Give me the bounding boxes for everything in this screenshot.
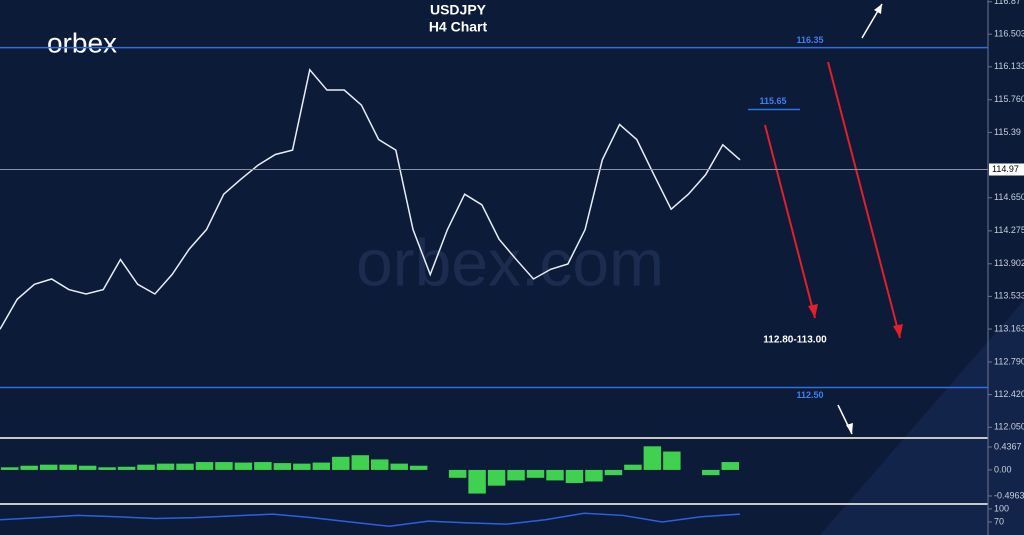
histogram-bar	[507, 469, 525, 481]
histogram-bar	[351, 455, 369, 470]
histogram-bar	[195, 462, 214, 470]
histogram-bar	[293, 463, 311, 470]
histogram-bar	[273, 463, 292, 470]
price-line	[0, 512, 741, 528]
histogram-bar	[117, 466, 136, 470]
arrowhead	[893, 324, 903, 338]
y-tick-label: 112.420	[994, 389, 1024, 399]
y-tick-label: 113.163	[994, 323, 1024, 333]
histogram-bar	[98, 467, 116, 470]
y-tick-label: 100	[994, 503, 1009, 513]
y-tick-label: 116.87	[994, 0, 1021, 6]
histogram-bar	[565, 469, 584, 484]
chart-title: USDJPY	[430, 2, 487, 18]
y-tick-label: 0.00	[994, 464, 1012, 474]
y-tick-label: 112.050	[994, 422, 1024, 432]
y-tick-label: 115.39	[994, 127, 1021, 137]
level-label: 115.65	[759, 96, 786, 106]
histogram-bar	[448, 469, 467, 478]
histogram-bar	[371, 459, 389, 470]
histogram-bar	[1, 467, 19, 470]
histogram-bar	[721, 462, 739, 470]
histogram-bar	[234, 462, 253, 470]
y-tick-label: 116.133	[994, 61, 1024, 71]
arrowhead	[808, 304, 818, 318]
histogram-bar	[643, 446, 662, 470]
histogram-bar	[176, 463, 194, 470]
histogram-bar	[487, 469, 506, 486]
arrowhead	[846, 423, 853, 434]
decor	[820, 300, 1024, 535]
histogram-bar	[215, 462, 233, 470]
level-label: 116.35	[796, 35, 823, 45]
watermark: orbex.com	[356, 225, 664, 299]
histogram-bar	[585, 469, 603, 482]
target-label: 112.80-113.00	[763, 335, 827, 346]
current-price-label: 114.97	[992, 164, 1019, 174]
histogram-bar	[526, 469, 545, 478]
histogram-bar	[390, 463, 408, 470]
histogram-bar	[546, 469, 564, 481]
chart-subtitle: H4 Chart	[429, 19, 488, 35]
arrowhead	[874, 4, 882, 14]
histogram-bar	[332, 456, 350, 470]
histogram-bar	[312, 462, 331, 470]
histogram-bar	[409, 465, 428, 470]
histogram-bar	[702, 469, 720, 476]
price-line	[0, 68, 741, 330]
histogram-bar	[39, 464, 58, 470]
y-tick-label: 114.650	[994, 192, 1024, 202]
y-tick-label: -0.4963	[994, 490, 1024, 500]
y-tick-label: 114.275	[994, 225, 1024, 235]
histogram-bar	[137, 464, 155, 470]
arrow	[827, 61, 901, 339]
arrow	[764, 124, 816, 319]
logo: orbex	[47, 27, 117, 58]
histogram-bar	[604, 469, 623, 476]
y-tick-label: 0.4367	[994, 441, 1022, 451]
y-tick-label: 113.533	[994, 291, 1024, 301]
level-label: 112.50	[796, 390, 823, 400]
y-tick-label: 115.760	[994, 94, 1024, 104]
y-tick-label: 112.790	[994, 356, 1024, 366]
histogram-bar	[254, 462, 272, 470]
histogram-bar	[59, 464, 77, 470]
histogram-bar	[156, 463, 175, 470]
y-tick-label: 113.902	[994, 258, 1024, 268]
histogram-bar	[663, 451, 681, 470]
histogram-bar	[78, 465, 97, 470]
y-tick-label: 70	[994, 516, 1004, 526]
price-tag	[989, 163, 1024, 176]
y-tick-label: 116.503	[994, 29, 1024, 39]
histogram-bar	[20, 465, 38, 470]
histogram-bar	[624, 464, 642, 470]
histogram-bar	[468, 469, 486, 494]
